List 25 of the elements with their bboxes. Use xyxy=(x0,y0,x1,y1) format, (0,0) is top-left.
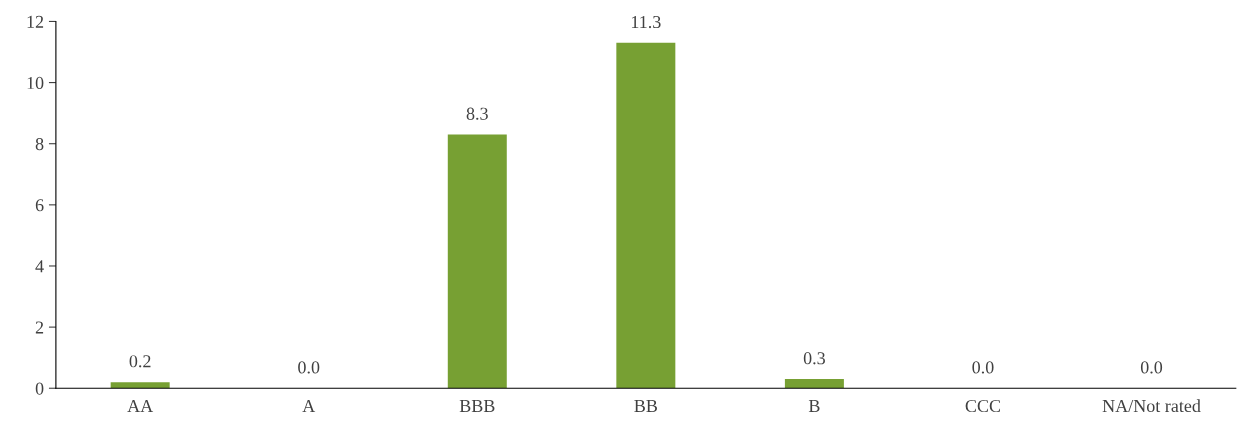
bar xyxy=(784,379,844,389)
x-tick-label: A xyxy=(302,399,316,412)
x-tick-label: NA/Not rated xyxy=(1102,399,1201,413)
data-label: 0.0 xyxy=(972,361,994,374)
y-tick-label: 6 xyxy=(35,199,44,212)
bar xyxy=(447,134,507,389)
x-tick-label: BB xyxy=(634,400,657,412)
bar xyxy=(110,382,170,389)
x-tick-label: CCC xyxy=(965,399,1001,413)
data-label: 0.0 xyxy=(1140,361,1163,374)
x-tick-label: AA xyxy=(127,399,154,412)
y-tick-label: 4 xyxy=(35,260,44,273)
data-label: 0.3 xyxy=(803,352,825,365)
y-tick-label: 2 xyxy=(35,321,44,334)
bar xyxy=(616,42,676,389)
data-label: 0.0 xyxy=(298,361,320,374)
y-tick-label: 0 xyxy=(35,382,44,395)
x-tick-label: BBB xyxy=(459,400,495,412)
y-tick-label: 10 xyxy=(27,76,44,90)
data-label: 11.3 xyxy=(631,15,661,29)
y-tick-label: 12 xyxy=(27,15,44,28)
data-label: 8.3 xyxy=(466,107,488,120)
y-tick-label: 8 xyxy=(35,137,44,151)
data-label: 0.2 xyxy=(129,355,151,368)
x-tick-label: B xyxy=(808,400,820,412)
